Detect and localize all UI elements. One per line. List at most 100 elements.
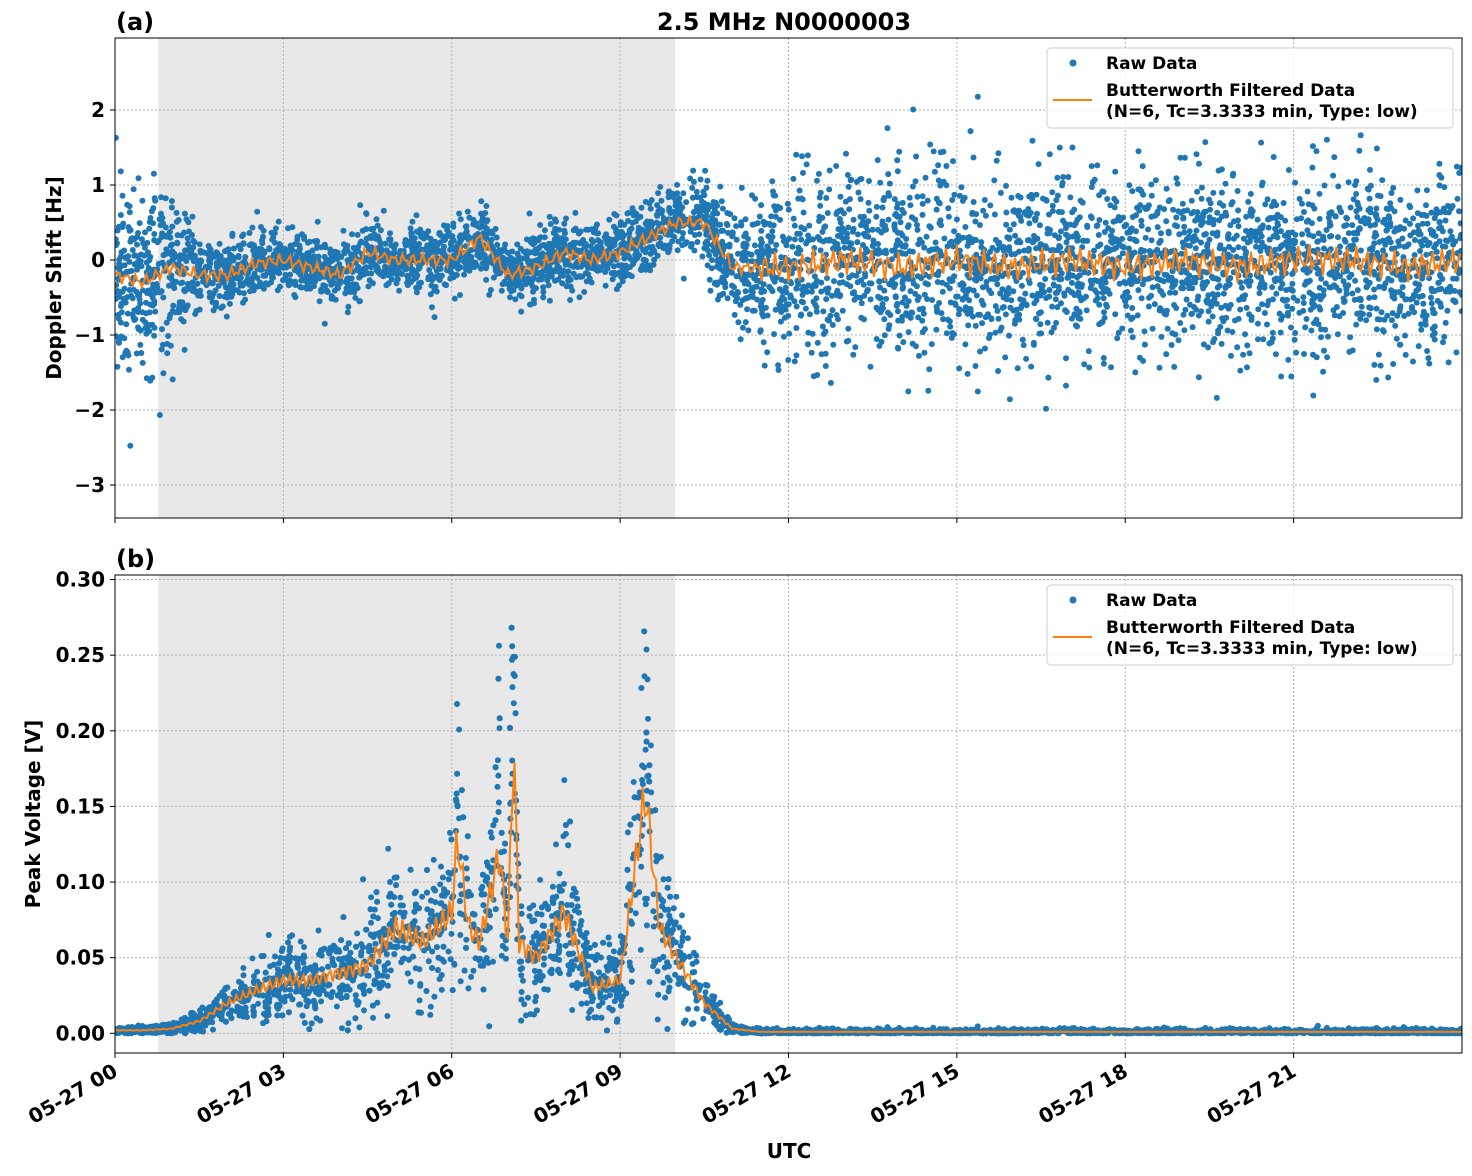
raw-data-point <box>242 297 248 303</box>
raw-data-point <box>128 293 134 299</box>
raw-data-point <box>1047 230 1053 236</box>
raw-data-point <box>868 364 874 370</box>
raw-data-point <box>979 320 985 326</box>
raw-data-point <box>349 275 355 281</box>
raw-data-point <box>1054 175 1060 181</box>
raw-data-point <box>1148 293 1154 299</box>
raw-data-point <box>134 242 140 248</box>
raw-data-point <box>1425 242 1431 248</box>
raw-data-point <box>830 307 836 313</box>
raw-data-point <box>519 293 525 299</box>
raw-data-point <box>353 249 359 255</box>
raw-data-point <box>825 290 831 296</box>
raw-data-point <box>567 297 573 303</box>
raw-data-point <box>994 158 1000 164</box>
raw-data-point <box>580 237 586 243</box>
raw-data-point <box>823 237 829 243</box>
raw-data-point <box>899 207 905 213</box>
raw-data-point <box>1129 188 1135 194</box>
raw-data-point <box>387 230 393 236</box>
raw-data-point <box>1326 271 1332 277</box>
raw-data-point <box>1023 356 1029 362</box>
raw-data-point <box>378 227 384 233</box>
raw-data-point <box>1026 220 1032 226</box>
raw-data-point <box>702 208 708 214</box>
raw-data-point <box>1069 280 1075 286</box>
raw-data-point <box>1146 202 1152 208</box>
raw-data-point <box>833 163 839 169</box>
raw-data-point <box>937 220 943 226</box>
raw-data-point <box>1265 217 1271 223</box>
raw-data-point <box>877 285 883 291</box>
raw-data-point <box>743 288 749 294</box>
raw-data-point <box>1051 282 1057 288</box>
raw-data-point <box>206 243 212 249</box>
raw-data-point <box>759 247 765 253</box>
raw-data-point <box>1447 228 1453 234</box>
raw-data-point <box>524 236 530 242</box>
raw-data-point <box>1020 270 1026 276</box>
raw-data-point <box>1366 312 1372 318</box>
raw-data-point <box>711 199 717 205</box>
raw-data-point <box>1040 283 1046 289</box>
raw-data-point <box>875 241 881 247</box>
raw-data-point <box>863 233 869 239</box>
raw-data-point <box>941 236 947 242</box>
raw-data-point <box>856 190 862 196</box>
raw-data-point <box>182 347 188 353</box>
raw-data-point <box>1155 224 1161 230</box>
raw-data-point <box>113 333 119 339</box>
raw-data-point <box>847 196 853 202</box>
raw-data-point <box>1458 220 1464 226</box>
raw-data-point <box>297 284 303 290</box>
raw-data-point <box>845 225 851 231</box>
raw-data-point <box>1341 278 1347 284</box>
raw-data-point <box>639 205 645 211</box>
raw-data-point <box>1163 351 1169 357</box>
raw-data-point <box>803 241 809 247</box>
raw-data-point <box>866 178 872 184</box>
raw-data-point <box>1410 359 1416 365</box>
raw-data-point <box>1034 294 1040 300</box>
raw-data-point <box>987 332 993 338</box>
raw-data-point <box>1300 240 1306 246</box>
raw-data-point <box>1456 270 1462 276</box>
raw-data-point <box>828 380 834 386</box>
raw-data-point <box>160 260 166 266</box>
raw-data-point <box>442 252 448 258</box>
raw-data-point <box>222 248 228 254</box>
raw-data-point <box>1012 317 1018 323</box>
raw-data-point <box>536 277 542 283</box>
raw-data-point <box>733 223 739 229</box>
raw-data-point <box>956 365 962 371</box>
raw-data-point <box>548 221 554 227</box>
raw-data-point <box>975 94 981 100</box>
raw-data-point <box>800 292 806 298</box>
raw-data-point <box>1381 283 1387 289</box>
raw-data-point <box>786 301 792 307</box>
raw-data-point <box>1438 304 1444 310</box>
raw-data-point <box>1400 284 1406 290</box>
raw-data-point <box>1304 316 1310 322</box>
raw-data-point <box>1139 295 1145 301</box>
raw-data-point <box>477 255 483 261</box>
raw-data-point <box>122 286 128 292</box>
raw-data-point <box>417 227 423 233</box>
raw-data-point <box>1355 287 1361 293</box>
raw-data-point <box>827 168 833 174</box>
raw-data-point <box>149 286 155 292</box>
raw-data-point <box>198 257 204 263</box>
raw-data-point <box>239 233 245 239</box>
raw-data-point <box>174 219 180 225</box>
raw-data-point <box>1437 238 1443 244</box>
raw-data-point <box>1040 196 1046 202</box>
raw-data-point <box>1406 241 1412 247</box>
raw-data-point <box>317 298 323 304</box>
raw-data-point <box>950 278 956 284</box>
raw-data-point <box>563 262 569 268</box>
raw-data-point <box>840 308 846 314</box>
raw-data-point <box>761 281 767 287</box>
raw-data-point <box>975 312 981 318</box>
raw-data-point <box>1199 196 1205 202</box>
raw-data-point <box>368 271 374 277</box>
